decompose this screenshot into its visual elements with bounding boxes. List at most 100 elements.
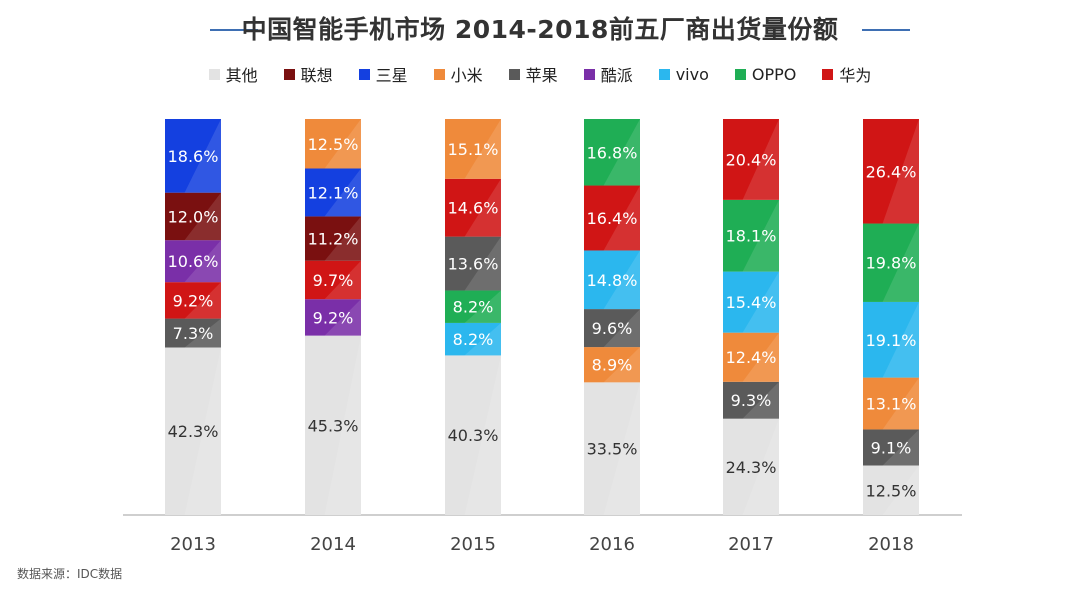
legend-label: 小米 xyxy=(450,66,483,85)
legend-label: OPPO xyxy=(751,64,797,84)
bar-2018: 12.5% 9.1% 13.1% 19.1% 19.8% 26.4% xyxy=(863,119,919,515)
bar-segment-shading xyxy=(464,322,501,356)
legend-item: 联想 xyxy=(283,62,333,86)
data-label: 20.4% xyxy=(726,150,777,169)
legend-label: vivo xyxy=(675,64,709,84)
bar-segment-shading xyxy=(184,119,221,193)
data-label: 13.6% xyxy=(448,255,499,274)
data-label: 24.3% xyxy=(726,458,777,477)
data-label: 12.0% xyxy=(168,207,219,226)
x-tick-label: 2014 xyxy=(310,534,356,555)
bar-segment-shading xyxy=(324,260,361,300)
legend-swatch xyxy=(658,68,670,80)
bar-segment-shading xyxy=(184,282,221,319)
bar-segment-shading xyxy=(324,216,361,261)
legend: 其他 联想 三星 小米 苹果 酷派 vivo OPPO 华为 xyxy=(0,62,1080,86)
data-label: 12.5% xyxy=(866,481,917,500)
bar-segment xyxy=(584,309,640,348)
bar-segment xyxy=(445,178,501,237)
bar-segment-shading xyxy=(464,119,501,179)
bar-segment-shading xyxy=(324,119,361,169)
legend-item: OPPO xyxy=(734,62,797,86)
bar-segment-shading xyxy=(742,119,779,200)
bar-segment-shading xyxy=(882,223,919,302)
bar-segment xyxy=(723,381,779,419)
legend-label: 苹果 xyxy=(525,66,558,85)
bar-segment xyxy=(723,418,779,515)
bar-segment-shading xyxy=(742,332,779,382)
bar-segment-shading xyxy=(882,465,919,515)
bar-segment-shading xyxy=(603,119,640,186)
data-label: 10.6% xyxy=(168,252,219,271)
bar-segment xyxy=(723,332,779,382)
data-label: 18.6% xyxy=(168,147,219,166)
data-label: 12.4% xyxy=(726,348,777,367)
chart-title: 中国智能手机市场 2014-2018前五厂商出货量份额 xyxy=(241,15,839,44)
data-label: 9.6% xyxy=(592,319,633,338)
bar-segment-shading xyxy=(603,250,640,310)
bar-segment xyxy=(863,301,919,378)
bar-segment-shading xyxy=(464,355,501,515)
data-label: 33.5% xyxy=(587,440,638,459)
legend-item: vivo xyxy=(658,62,709,86)
legend-label: 联想 xyxy=(300,66,333,85)
bar-segment xyxy=(723,199,779,272)
x-tick-label: 2018 xyxy=(868,534,914,555)
legend-swatch xyxy=(822,68,834,80)
bar-segment xyxy=(584,382,640,515)
title-decoration-right xyxy=(862,29,910,31)
bar-segment xyxy=(165,318,221,348)
bar-segment-shading xyxy=(324,168,361,217)
bar-segment xyxy=(584,119,640,186)
legend-label: 三星 xyxy=(375,66,408,85)
legend-swatch xyxy=(583,68,595,80)
data-label: 18.1% xyxy=(726,227,777,246)
x-tick-label: 2013 xyxy=(170,534,216,555)
bar-segment-shading xyxy=(882,377,919,430)
bar-segment-shading xyxy=(603,382,640,515)
bar-segment xyxy=(584,185,640,251)
bar-segment xyxy=(445,290,501,323)
bar-segment xyxy=(863,465,919,515)
data-label: 15.4% xyxy=(726,293,777,312)
bar-segment xyxy=(305,168,361,217)
bar-segment-shading xyxy=(603,347,640,383)
bar-segment-shading xyxy=(603,185,640,251)
x-tick-label: 2017 xyxy=(728,534,774,555)
legend-item: 小米 xyxy=(433,62,483,86)
data-label: 12.5% xyxy=(308,135,359,154)
data-label: 9.7% xyxy=(313,271,354,290)
bar-segment-shading xyxy=(464,178,501,237)
bar-segment xyxy=(165,347,221,515)
data-label: 42.3% xyxy=(168,422,219,441)
bar-segment xyxy=(863,377,919,430)
legend-label: 华为 xyxy=(839,66,872,85)
data-label: 8.2% xyxy=(453,298,494,317)
bar-segment xyxy=(165,192,221,241)
bar-segment xyxy=(863,223,919,302)
legend-label: 其他 xyxy=(225,66,258,85)
bar-segment xyxy=(445,355,501,515)
legend-swatch xyxy=(508,68,520,80)
legend-swatch xyxy=(433,68,445,80)
data-label: 12.1% xyxy=(308,183,359,202)
bar-segment xyxy=(165,119,221,193)
bar-segment xyxy=(584,250,640,310)
bar-segment xyxy=(584,347,640,383)
data-label: 8.2% xyxy=(453,330,494,349)
bar-segment-shading xyxy=(603,309,640,348)
legend-item: 酷派 xyxy=(583,62,633,86)
data-label: 26.4% xyxy=(866,162,917,181)
bar-segment-shading xyxy=(882,301,919,378)
legend-swatch xyxy=(283,68,295,80)
bar-2016: 33.5% 8.9% 9.6% 14.8% 16.4% 16.8% xyxy=(584,119,640,515)
bar-2013: 42.3% 7.3% 9.2% 10.6% 12.0% 18.6% xyxy=(165,119,221,515)
data-label: 40.3% xyxy=(448,426,499,445)
bar-segment-shading xyxy=(742,199,779,272)
bar-segment-shading xyxy=(184,192,221,241)
bar-segment xyxy=(723,119,779,200)
legend-swatch xyxy=(358,68,370,80)
legend-item: 华为 xyxy=(822,62,871,86)
legend-item: 其他 xyxy=(208,62,258,86)
